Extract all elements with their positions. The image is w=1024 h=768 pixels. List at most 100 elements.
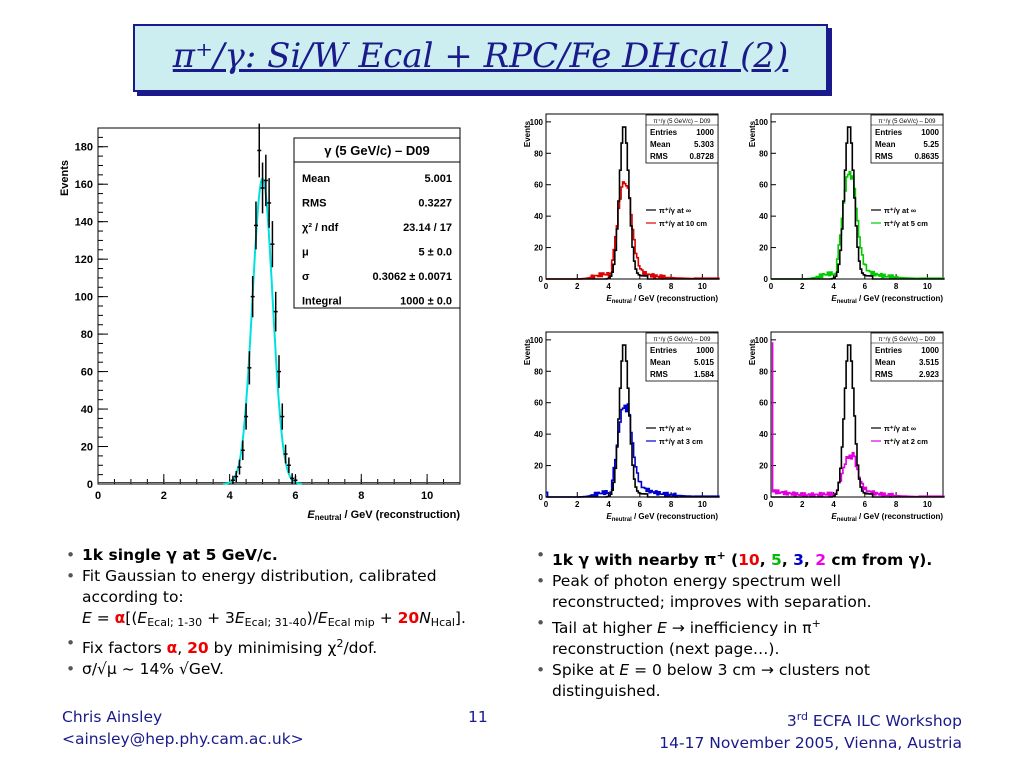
stats-label: Mean — [650, 358, 671, 367]
y-tick-label: 40 — [81, 404, 93, 416]
x-tick-label: 6 — [638, 282, 643, 291]
x-tick-label: 10 — [923, 500, 932, 509]
y-tick-label: 80 — [534, 149, 543, 158]
y-tick-label: 40 — [534, 430, 543, 439]
legend-label-near: π⁺/γ at 10 cm — [659, 219, 707, 228]
stats-title: π⁺/γ (5 GeV/c) – D09 — [879, 336, 937, 343]
y-axis-label: Events — [523, 338, 532, 365]
stats-box — [645, 114, 719, 164]
stats-title: π⁺/γ (5 GeV/c) – D09 — [879, 118, 937, 125]
stats-label: Entries — [875, 346, 903, 355]
stats-label: χ² / ndf — [302, 222, 339, 234]
stats-value: 0.8728 — [690, 152, 715, 161]
x-tick-label: 4 — [831, 500, 836, 509]
x-tick-label: 8 — [894, 282, 899, 291]
calibration-formula: E = α[(EEcal; 1-30 + 3EEcal; 31-40)/EEca… — [82, 609, 466, 629]
stats-value: 1.584 — [694, 370, 715, 379]
stats-label: Entries — [875, 128, 903, 137]
y-tick-label: 0 — [764, 493, 769, 502]
y-tick-label: 180 — [75, 142, 93, 154]
y-tick-label: 20 — [759, 244, 768, 253]
y-tick-label: 0 — [539, 275, 544, 284]
author-name: Chris Ainsley — [62, 708, 163, 726]
legend-label-near: π⁺/γ at 2 cm — [884, 437, 928, 446]
y-tick-label: 40 — [759, 430, 768, 439]
x-tick-label: 8 — [894, 500, 899, 509]
x-tick-label: 0 — [544, 500, 549, 509]
y-tick-label: 0 — [764, 275, 769, 284]
y-tick-label: 160 — [75, 179, 93, 191]
y-tick-label: 120 — [75, 254, 93, 266]
stats-label: σ — [302, 271, 310, 283]
right-bullet-1: 1k γ with nearby π+ (10, 5, 3, 2 cm from… — [532, 545, 1002, 571]
stats-box — [293, 137, 461, 309]
stats-value: 2.923 — [919, 370, 940, 379]
stats-value: 0.8635 — [915, 152, 940, 161]
x-tick-label: 10 — [923, 282, 932, 291]
y-tick-label: 80 — [534, 367, 543, 376]
left-bullet-4: σ/√μ ~ 14% √GeV. — [62, 659, 522, 680]
slide-title: π⁺/γ: Si/W Ecal + RPC/Fe DHcal (2) — [172, 36, 789, 76]
author-email: <ainsley@hep.phy.cam.ac.uk> — [62, 730, 304, 748]
x-axis-label: Eneutral / GeV (reconstruction) — [307, 509, 460, 522]
right-bullet-4: Spike at E = 0 below 3 cm → clusters not — [532, 660, 1002, 681]
stats-label: Mean — [875, 358, 896, 367]
footer-right: 3rd ECFA ILC Workshop 14-17 November 200… — [659, 706, 962, 754]
stats-label: RMS — [650, 370, 668, 379]
y-tick-label: 100 — [755, 118, 769, 127]
x-axis-label: Eneutral / GeV (reconstruction) — [831, 512, 943, 523]
stats-label: Mean — [875, 140, 896, 149]
x-tick-label: 6 — [863, 282, 868, 291]
page-number: 11 — [468, 708, 488, 726]
stats-label: Entries — [650, 346, 678, 355]
x-tick-label: 4 — [606, 282, 611, 291]
stats-value: 1000 — [921, 346, 939, 355]
stats-value: 0.3227 — [418, 198, 452, 210]
x-tick-label: 6 — [863, 500, 868, 509]
stats-label: Mean — [302, 173, 330, 185]
x-tick-label: 2 — [161, 490, 167, 502]
legend-label-infinity: π⁺/γ at ∞ — [884, 206, 916, 215]
series-histogram-infinity — [771, 344, 945, 498]
y-tick-label: 20 — [534, 462, 543, 471]
stats-value: 5.001 — [424, 173, 452, 185]
x-tick-label: 10 — [421, 490, 433, 502]
x-tick-label: 0 — [769, 282, 774, 291]
stats-label: Entries — [650, 128, 678, 137]
stats-value: 5.015 — [694, 358, 715, 367]
x-tick-label: 8 — [358, 490, 364, 502]
y-axis-label: Events — [748, 120, 757, 147]
workshop-date: 14-17 November 2005, Vienna, Austria — [659, 734, 962, 752]
x-tick-label: 0 — [769, 500, 774, 509]
y-tick-label: 0 — [539, 493, 544, 502]
x-tick-label: 0 — [95, 490, 101, 502]
stats-title: π⁺/γ (5 GeV/c) – D09 — [654, 336, 712, 343]
x-tick-label: 4 — [831, 282, 836, 291]
y-axis-label: Events — [748, 338, 757, 365]
title-banner: π⁺/γ: Si/W Ecal + RPC/Fe DHcal (2) — [133, 24, 828, 92]
stats-value: 23.14 / 17 — [403, 222, 452, 234]
x-tick-label: 4 — [227, 490, 234, 502]
stats-label: RMS — [302, 198, 326, 210]
right-bullets: 1k γ with nearby π+ (10, 5, 3, 2 cm from… — [532, 545, 1002, 702]
y-tick-label: 100 — [75, 292, 93, 304]
stats-value: 5.25 — [923, 140, 939, 149]
y-tick-label: 20 — [81, 442, 93, 454]
y-axis-label: Events — [523, 120, 532, 147]
x-axis-label: Eneutral / GeV (reconstruction) — [831, 294, 943, 305]
y-tick-label: 100 — [530, 336, 544, 345]
stats-label: μ — [302, 247, 309, 259]
stats-label: Integral — [302, 296, 342, 308]
stats-value: 1000 — [696, 346, 714, 355]
x-tick-label: 2 — [800, 500, 805, 509]
y-tick-label: 20 — [534, 244, 543, 253]
y-tick-label: 60 — [759, 181, 768, 190]
x-tick-label: 10 — [698, 500, 707, 509]
footer-left: Chris Ainsley <ainsley@hep.phy.cam.ac.uk… — [62, 706, 304, 750]
stats-box — [645, 332, 719, 382]
stats-box — [870, 332, 944, 382]
y-tick-label: 100 — [755, 336, 769, 345]
y-tick-label: 40 — [534, 212, 543, 221]
x-tick-label: 10 — [698, 282, 707, 291]
x-tick-label: 2 — [800, 282, 805, 291]
